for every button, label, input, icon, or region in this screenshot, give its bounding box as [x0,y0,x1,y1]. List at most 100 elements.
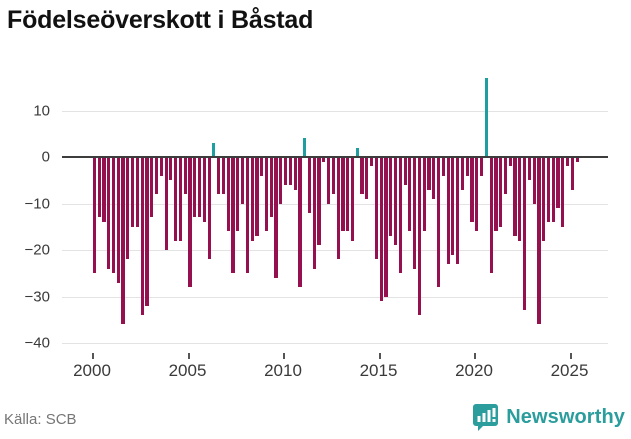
bar [226,157,230,232]
bar [370,157,374,167]
bar [408,157,412,232]
bar [126,157,130,260]
bar [303,138,307,157]
bar [317,157,321,246]
bar [374,157,378,260]
bar [150,157,154,218]
bar [331,157,335,195]
bar [274,157,278,278]
bar [231,157,235,274]
bar [465,157,469,176]
bar [475,157,479,232]
bar [336,157,340,260]
gridline [62,110,608,112]
bar [140,157,144,316]
bar [217,157,221,195]
bar [523,157,527,311]
bar [288,157,292,185]
bar [183,157,187,195]
bar [145,157,149,306]
bar [479,157,484,176]
bar [566,157,570,167]
x-axis-label: 2005 [168,361,207,380]
x-axis-tick [569,353,572,359]
bar [508,157,512,167]
bar [269,157,273,218]
bar [513,157,517,237]
bar [470,157,474,223]
bar [561,157,565,227]
bar [575,157,579,162]
bar [518,157,522,241]
y-axis-label: 0 [41,148,50,166]
bar [398,157,402,274]
zero-line [62,156,608,158]
bar [236,157,240,232]
bar [284,157,288,185]
bar [484,77,488,157]
bar [360,157,364,195]
x-axis-label: 2010 [264,361,302,380]
bar [403,157,407,185]
x-axis-tick [92,353,94,359]
bar [494,157,498,232]
bar [159,157,163,176]
bar [164,157,168,250]
bar [169,157,173,181]
bar [131,157,135,227]
bar [121,157,125,325]
bar [379,157,383,302]
bar [460,157,465,190]
bar [346,157,350,232]
newsworthy-logo-icon [473,404,499,431]
bar [135,157,139,227]
bar [116,157,120,283]
bar [221,157,226,195]
bar [188,157,192,288]
bar [532,157,536,204]
y-axis-label: −10 [24,195,50,212]
bar [436,157,441,288]
bar [260,157,264,176]
bar [350,157,355,241]
bar [322,157,326,162]
plot-area [62,73,608,353]
bar [154,157,159,195]
x-axis-tick [474,353,476,359]
y-axis-label: −30 [24,288,50,305]
bar [341,157,345,232]
bar [427,157,431,190]
bar [551,157,555,223]
bar [193,157,197,218]
bar [417,157,422,316]
bar [92,157,96,274]
bar-chart: 10 0 −10 −20 −30 −40 2000 2005 2010 2015 2020 2025 [24,73,608,380]
bar [307,157,312,213]
newsworthy-logo-text: Newsworthy [506,406,625,428]
bar [527,157,531,181]
bar [389,157,393,237]
bar [537,157,541,325]
bar [355,147,359,157]
x-axis-label: 2025 [550,361,589,380]
bar [393,157,398,246]
x-axis-label: 2020 [455,361,493,380]
bar [451,157,455,255]
x-axis-label: 2000 [73,361,111,380]
bar [546,157,551,223]
chart-title: Födelseöverskott i Båstad [7,6,314,34]
bar [365,157,369,199]
bar [207,157,211,260]
bar [422,157,426,232]
x-axis-tick [283,353,285,359]
bar [446,157,450,264]
bar [298,157,302,288]
newsworthy-logo: Newsworthy [472,403,625,432]
bar [240,157,245,204]
bar [178,157,183,241]
bar [556,157,560,209]
y-axis-label: 10 [33,102,50,119]
bar [111,157,116,274]
bar [97,157,101,218]
